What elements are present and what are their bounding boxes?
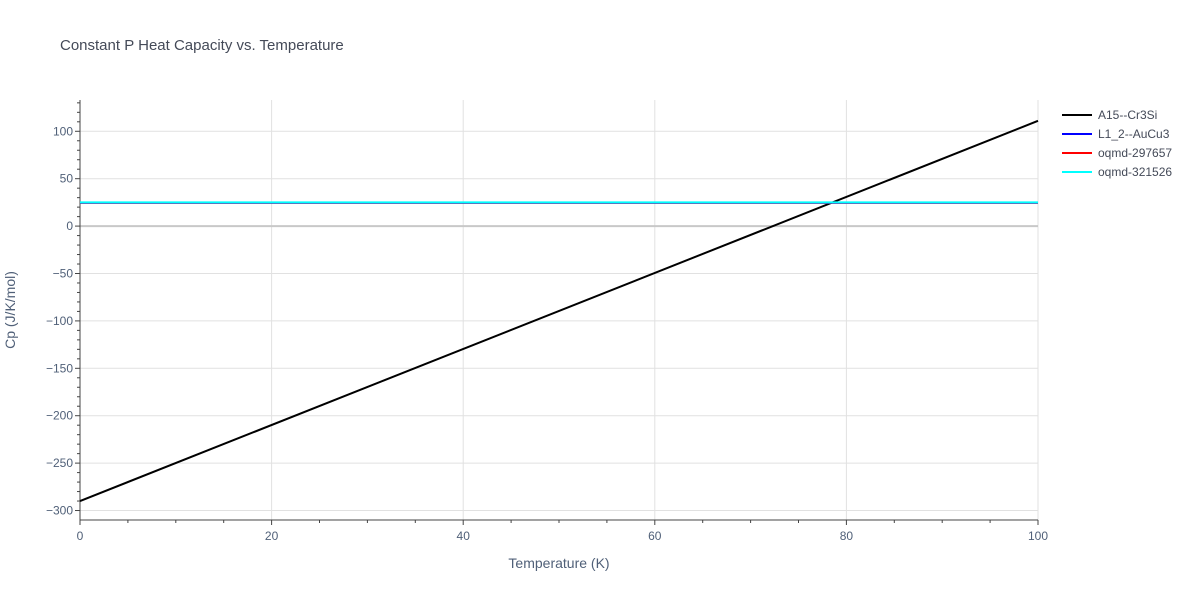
- legend-label: L1_2--AuCu3: [1098, 127, 1170, 141]
- legend-item-3[interactable]: oqmd-297657: [1062, 146, 1172, 160]
- y-tick-label: −100: [46, 314, 73, 328]
- x-tick-label: 40: [457, 529, 471, 543]
- x-tick-label: 100: [1028, 529, 1048, 543]
- y-tick-label: −50: [53, 266, 74, 280]
- x-tick-label: 60: [648, 529, 662, 543]
- x-tick-label: 80: [840, 529, 854, 543]
- y-tick-label: −200: [46, 409, 73, 423]
- x-tick-label: 20: [265, 529, 279, 543]
- series-line-1: [79, 119, 1039, 502]
- legend[interactable]: A15--Cr3Si L1_2--AuCu3 oqmd-297657 oqmd-321…: [1062, 108, 1172, 179]
- legend-label: oqmd-297657: [1098, 146, 1172, 160]
- y-tick-label: 100: [53, 124, 73, 138]
- x-tick-label: 0: [77, 529, 84, 543]
- legend-item-4[interactable]: oqmd-321526: [1062, 165, 1172, 179]
- y-tick-label: −250: [46, 456, 73, 470]
- y-tick-label: 0: [66, 219, 73, 233]
- y-axis-title: Cp (J/K/mol): [2, 271, 18, 349]
- axis-layer: [75, 100, 1039, 525]
- x-axis-title: Temperature (K): [508, 555, 609, 571]
- y-tick-label: −300: [46, 504, 73, 518]
- legend-item-1[interactable]: A15--Cr3Si: [1062, 108, 1157, 122]
- chart-title: Constant P Heat Capacity vs. Temperature: [60, 37, 344, 54]
- series-layer: [79, 119, 1039, 502]
- y-tick-label: −150: [46, 361, 73, 375]
- grid-layer: [80, 100, 1039, 520]
- tick-label-layer: 0 20 40 60 80 100 100 50 0 −50 −100 −150 −200 −250 −30…: [46, 124, 1048, 543]
- y-tick-label: 50: [60, 172, 74, 186]
- legend-item-2[interactable]: L1_2--AuCu3: [1062, 127, 1170, 141]
- legend-label: A15--Cr3Si: [1098, 108, 1157, 122]
- legend-label: oqmd-321526: [1098, 165, 1172, 179]
